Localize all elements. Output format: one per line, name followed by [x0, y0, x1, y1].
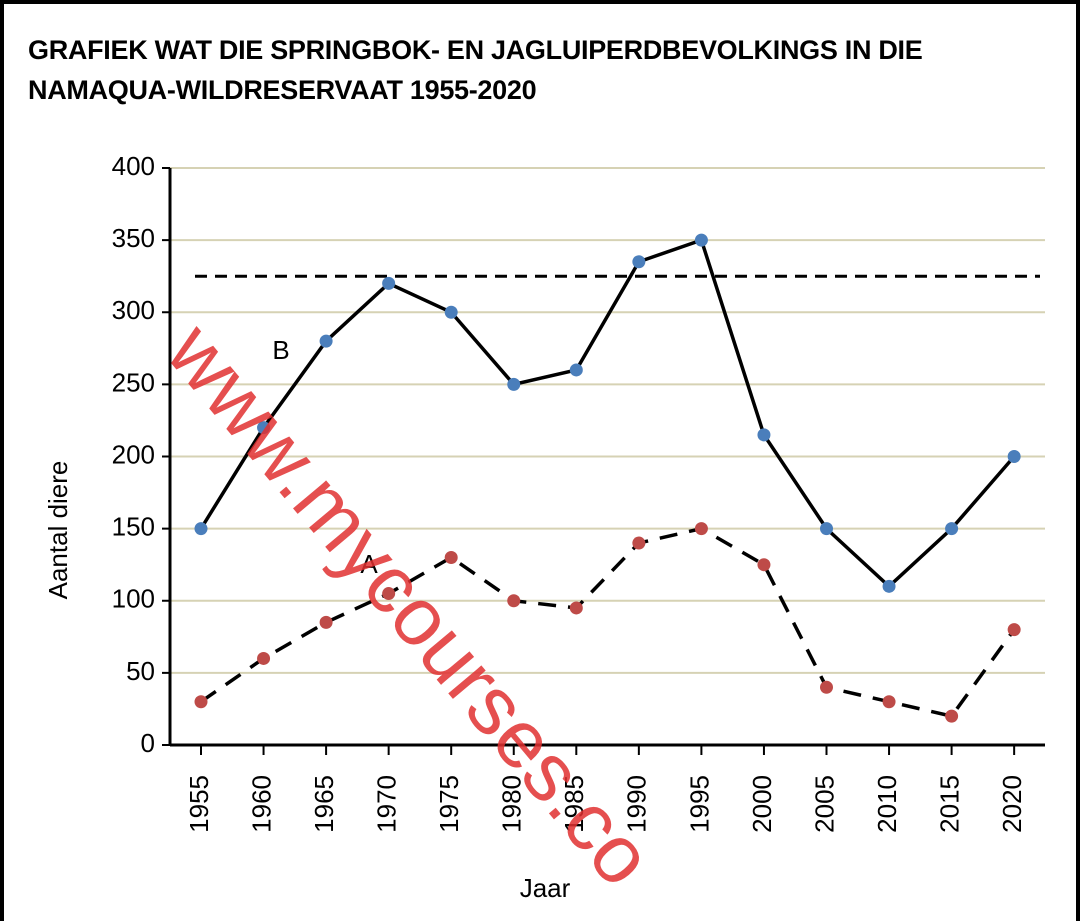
data-point	[632, 536, 646, 550]
data-point	[882, 695, 896, 709]
data-point	[507, 377, 521, 391]
x-tick-label: 1980	[497, 775, 527, 833]
data-point	[444, 305, 458, 319]
watermark: www.mycourses.co	[149, 306, 670, 903]
data-point	[694, 233, 708, 247]
y-tick-label: 0	[141, 728, 155, 758]
x-tick-label: 1970	[372, 775, 402, 833]
chart-title: GRAFIEK WAT DIE SPRINGBOK- EN JAGLUIPERD…	[28, 35, 923, 105]
x-tick-label: 1965	[309, 775, 339, 833]
data-point	[569, 601, 583, 615]
data-point	[945, 522, 959, 536]
series-label: B	[272, 335, 289, 365]
series-label: A	[360, 549, 378, 579]
x-axis-label: Jaar	[520, 873, 571, 903]
y-axis-label: Aantal diere	[43, 461, 73, 600]
data-point	[820, 522, 833, 536]
y-tick-label: 100	[112, 584, 155, 614]
x-tick-label: 2005	[809, 775, 839, 833]
data-point	[945, 709, 959, 723]
data-point	[382, 587, 396, 601]
data-point	[194, 522, 208, 536]
data-point	[757, 558, 771, 572]
x-tick-label: 1955	[184, 775, 214, 833]
data-point	[1007, 450, 1021, 463]
x-tick-label: 2020	[997, 775, 1027, 833]
y-tick-label: 200	[112, 439, 155, 469]
y-tick-label: 350	[112, 223, 155, 253]
x-tick-label: 2010	[872, 775, 902, 833]
data-point	[694, 522, 708, 536]
y-tick-label: 50	[126, 656, 155, 686]
data-point	[757, 428, 771, 442]
data-point	[194, 695, 208, 709]
data-point	[257, 651, 271, 665]
data-point	[569, 363, 583, 377]
data-point	[319, 615, 333, 629]
x-tick-label: 1995	[684, 775, 714, 833]
data-point	[820, 680, 833, 694]
y-tick-label: 250	[112, 367, 155, 397]
data-point	[632, 255, 646, 269]
x-tick-label: 1960	[246, 775, 276, 833]
x-tick-label: 2000	[747, 775, 777, 833]
x-tick-label: 2015	[934, 775, 964, 833]
data-point	[382, 276, 396, 290]
y-tick-label: 400	[112, 151, 155, 181]
series-line	[199, 237, 1016, 589]
data-point	[882, 579, 896, 593]
series-line	[200, 526, 1016, 719]
data-point	[507, 594, 521, 608]
x-tick-label: 1975	[434, 775, 464, 833]
data-point	[319, 334, 333, 348]
y-tick-label: 300	[112, 295, 155, 325]
data-point	[444, 550, 458, 564]
x-tick-label: 1985	[559, 775, 589, 833]
x-tick-label: 1990	[622, 775, 652, 833]
data-point	[257, 421, 271, 435]
data-point	[1007, 623, 1021, 637]
y-tick-label: 150	[112, 512, 155, 542]
